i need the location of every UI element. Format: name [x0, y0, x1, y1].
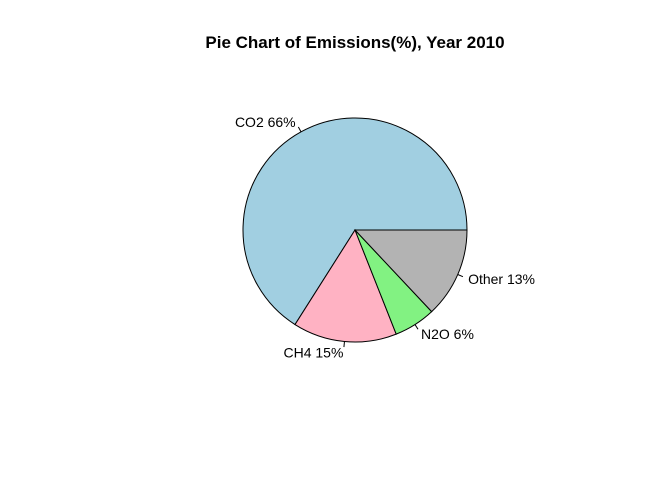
chart-title: Pie Chart of Emissions(%), Year 2010 — [205, 33, 504, 52]
slice-label-co2: CO2 66% — [235, 114, 296, 130]
slice-label-ch4: CH4 15% — [283, 345, 343, 361]
slice-label-n2o: N2O 6% — [421, 326, 474, 342]
leader-line-n2o — [414, 324, 419, 330]
pie-slice-co2 — [242, 117, 468, 326]
leader-line-other — [457, 274, 464, 278]
slices — [242, 117, 468, 343]
pie-slice-other — [353, 229, 468, 313]
leader-line-ch4 — [343, 341, 345, 348]
slice-label-other: Other 13% — [468, 271, 535, 287]
leader-lines — [297, 126, 464, 348]
slice-labels: CO2 66% CH4 15% N2O 6% Other 13% — [235, 114, 535, 361]
leader-line-co2 — [297, 126, 302, 133]
